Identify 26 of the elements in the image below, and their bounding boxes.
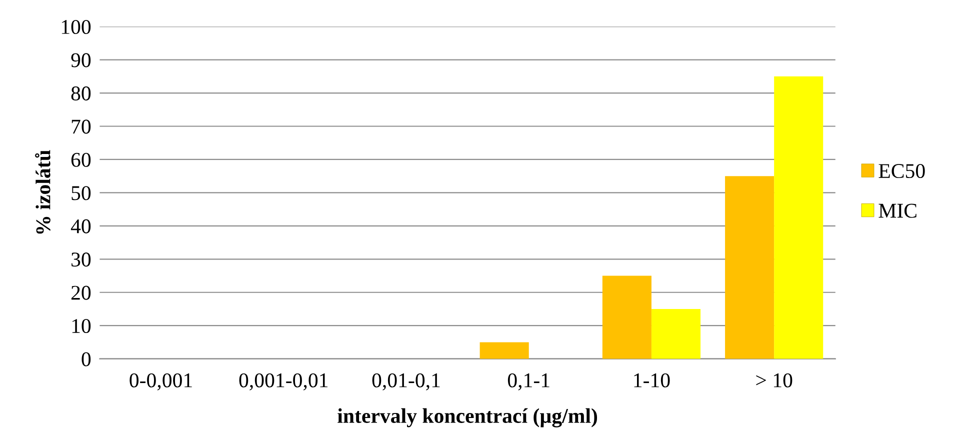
x-tick-label: 1-10 <box>634 373 670 388</box>
bar <box>480 342 529 359</box>
y-tick-label: 0 <box>82 352 91 366</box>
y-tick-label: 70 <box>72 120 91 134</box>
x-tick-label: 0,001-0,01 <box>239 373 328 390</box>
y-tick-label: 80 <box>71 86 91 100</box>
y-tick-label: 20 <box>71 286 91 300</box>
x-tick-label: > 10 <box>756 373 792 388</box>
x-tick-label: 0,01-0,1 <box>372 373 440 390</box>
y-tick-label: 10 <box>72 318 91 334</box>
bar <box>651 308 701 359</box>
y-tick-label: 30 <box>72 252 91 267</box>
y-tick-label: 60 <box>71 152 91 167</box>
bar <box>774 76 824 359</box>
x-axis-title: intervaly koncentrací (µg/ml) <box>338 408 598 428</box>
legend-label: MIC <box>878 204 916 218</box>
y-axis-title: % izolátů <box>35 150 50 234</box>
y-tick-label: 50 <box>72 186 91 200</box>
y-tick-label: 100 <box>62 20 91 34</box>
bar <box>725 176 774 359</box>
legend-label: EC50 <box>878 164 925 178</box>
x-tick-label: 0,1-1 <box>508 373 550 390</box>
y-tick-label: 40 <box>70 219 91 234</box>
bar <box>602 276 652 359</box>
y-tick-label: 90 <box>71 53 91 68</box>
x-tick-label: 0-0,001 <box>130 373 192 390</box>
